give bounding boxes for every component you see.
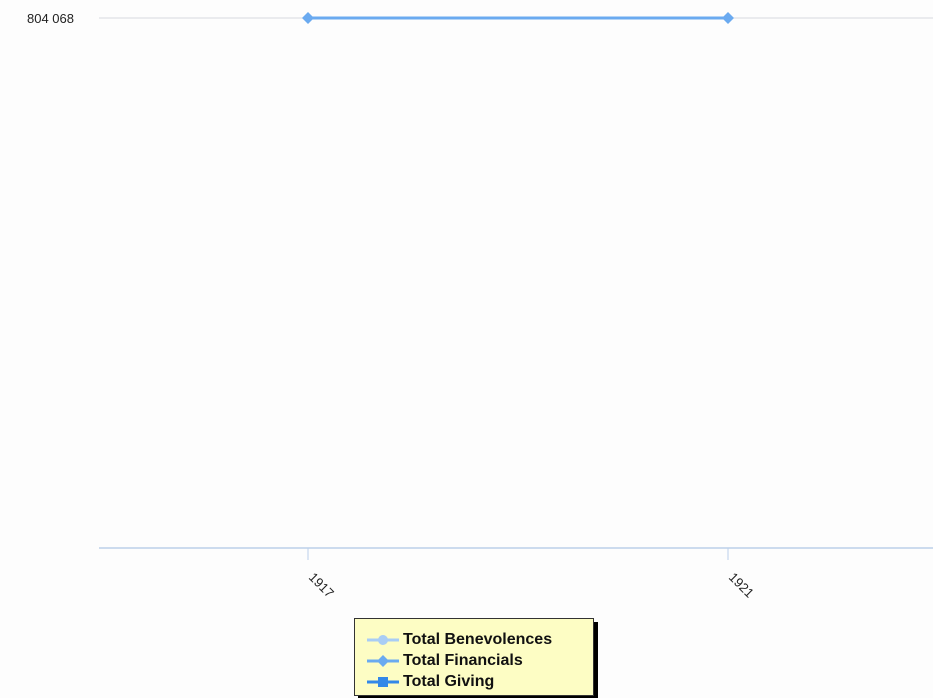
x-axis: 1917 1921 xyxy=(99,547,933,601)
y-axis: 804 068 xyxy=(27,11,74,26)
legend: Total Benevolences Total Financials Tota… xyxy=(354,618,594,696)
series-layer xyxy=(302,12,734,24)
x-ticks: 1917 1921 xyxy=(306,548,757,601)
legend-item-total-giving[interactable]: Total Giving xyxy=(367,671,593,692)
data-point[interactable] xyxy=(302,12,314,24)
legend-label: Total Financials xyxy=(403,652,523,669)
square-marker-icon xyxy=(367,676,399,687)
x-tick-label: 1921 xyxy=(726,570,757,601)
y-tick-label: 804 068 xyxy=(27,11,74,26)
data-point[interactable] xyxy=(722,12,734,24)
x-tick-label: 1917 xyxy=(306,570,337,601)
circle-marker-icon xyxy=(367,634,399,645)
legend-label: Total Benevolences xyxy=(403,631,553,648)
diamond-marker-icon xyxy=(367,654,399,667)
legend-label: Total Giving xyxy=(403,673,495,690)
legend-item-total-financials[interactable]: Total Financials xyxy=(367,650,593,671)
legend-item-total-benevolences[interactable]: Total Benevolences xyxy=(367,629,593,650)
